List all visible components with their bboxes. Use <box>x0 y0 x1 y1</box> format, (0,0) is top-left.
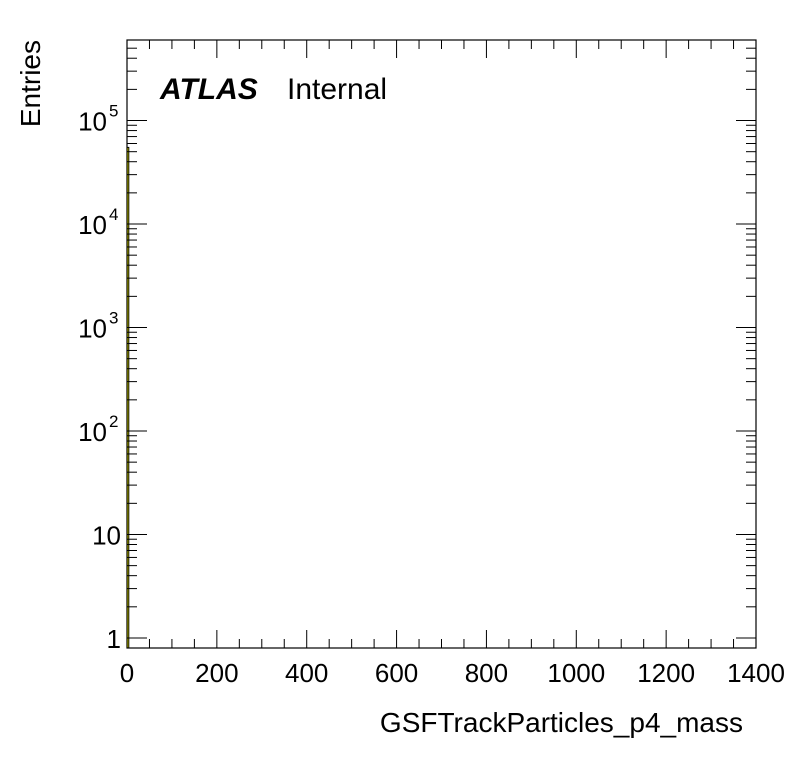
y-tick-label-exponent: 2 <box>109 412 118 431</box>
y-tick-label-base: 1 <box>107 624 121 654</box>
y-tick-label: 10 <box>92 520 121 550</box>
y-tick-label-base: 10 <box>92 520 121 550</box>
plot-frame <box>126 39 757 649</box>
y-tick-label-base: 10 <box>78 210 107 240</box>
x-axis-label: GSFTrackParticles_p4_mass <box>380 707 743 738</box>
x-tick-label: 1200 <box>637 658 695 688</box>
x-tick-label: 400 <box>285 658 328 688</box>
atlas-label: ATLAS <box>159 73 258 106</box>
y-tick-label-base: 10 <box>78 314 107 344</box>
y-tick-label-exponent: 3 <box>109 309 118 328</box>
y-tick-label-exponent: 4 <box>109 205 118 224</box>
x-tick-labels: 0 200 400 600 800 1000 1200 1400 <box>120 658 785 688</box>
x-tick-label: 600 <box>375 658 418 688</box>
y-tick-label: 1 <box>107 624 121 654</box>
y-tick-label: 10 2 <box>78 412 118 447</box>
y-tick-label: 10 5 <box>78 102 118 137</box>
status-label: Internal <box>287 73 387 106</box>
x-tick-label: 800 <box>465 658 508 688</box>
y-tick-label-base: 10 <box>78 417 107 447</box>
y-tick-label-exponent: 5 <box>109 102 118 121</box>
x-tick-label: 1400 <box>727 658 785 688</box>
ticks-layer <box>126 39 757 648</box>
y-tick-label-base: 10 <box>78 107 107 137</box>
y-axis-label: Entries <box>15 40 46 127</box>
x-tick-label: 1000 <box>547 658 605 688</box>
x-tick-label: 0 <box>120 658 134 688</box>
y-tick-label: 10 4 <box>78 205 118 240</box>
y-tick-label: 10 3 <box>78 309 118 344</box>
x-tick-label: 200 <box>195 658 238 688</box>
